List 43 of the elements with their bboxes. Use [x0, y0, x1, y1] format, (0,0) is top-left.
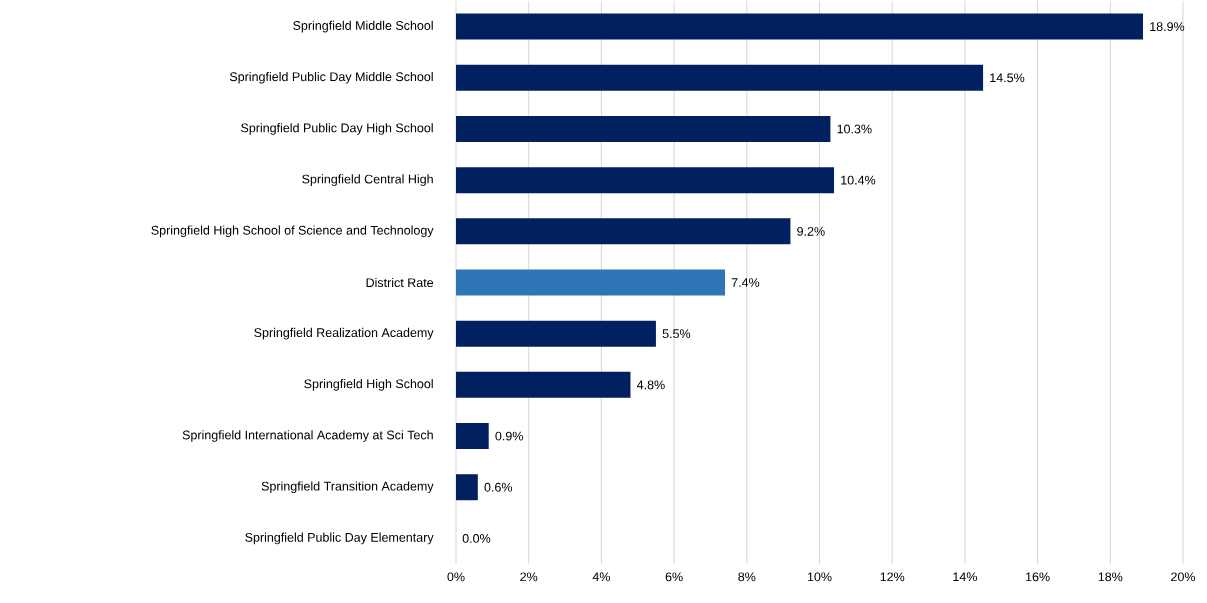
y-tick-label: Springfield High School [304, 379, 433, 391]
bar [456, 115, 831, 142]
y-tick-label: Springfield Public Day Middle School [229, 71, 433, 84]
x-tick-label: 20% [1171, 572, 1196, 582]
data-label: 9.2% [797, 226, 825, 236]
bar [456, 423, 489, 450]
bar [456, 320, 656, 347]
bar [456, 474, 478, 501]
y-tick-label: Springfield High School of Science and Technology [151, 225, 434, 238]
x-tick-label: 4% [592, 572, 610, 582]
data-label: 10.3% [837, 124, 872, 134]
x-tick-label: 12% [880, 572, 905, 582]
y-tick-label: Springfield Central High [302, 174, 433, 186]
bar [456, 13, 1144, 40]
data-label: 7.4% [731, 278, 760, 287]
y-tick-label: Springfield Public Day High School [241, 123, 433, 135]
y-tick-label: Springfield Middle School [293, 20, 433, 33]
x-tick-label: 6% [665, 572, 683, 582]
data-label: 14.5% [990, 73, 1025, 83]
y-tick-label: Springfield Public Day Elementary [245, 532, 434, 545]
x-tick-label: 14% [953, 572, 977, 582]
y-tick-label: Springfield International Academy at Sci Tech [182, 430, 433, 442]
x-tick-label: 16% [1026, 572, 1050, 582]
y-tick-label: Springfield Transition Academy [261, 481, 434, 494]
data-label: 0.0% [462, 534, 491, 543]
bar [456, 218, 791, 245]
data-label: 5.5% [662, 329, 691, 339]
bar [456, 269, 725, 296]
x-tick-label: 2% [520, 572, 538, 582]
x-tick-label: 10% [807, 572, 832, 582]
data-label: 0.9% [495, 431, 523, 441]
bar [456, 64, 984, 91]
x-tick-label: 0% [447, 572, 465, 582]
y-tick-label: Springfield Realization Academy [254, 327, 434, 340]
data-label: 10.4% [841, 175, 876, 185]
x-tick-label: 18% [1098, 572, 1123, 582]
data-label: 4.8% [636, 380, 665, 390]
bar [456, 371, 631, 398]
data-label: 18.9% [1150, 22, 1185, 32]
x-tick-label: 8% [738, 572, 756, 582]
y-tick-label: District Rate [366, 277, 434, 288]
bar [456, 167, 835, 194]
data-label: 0.6% [484, 482, 513, 492]
